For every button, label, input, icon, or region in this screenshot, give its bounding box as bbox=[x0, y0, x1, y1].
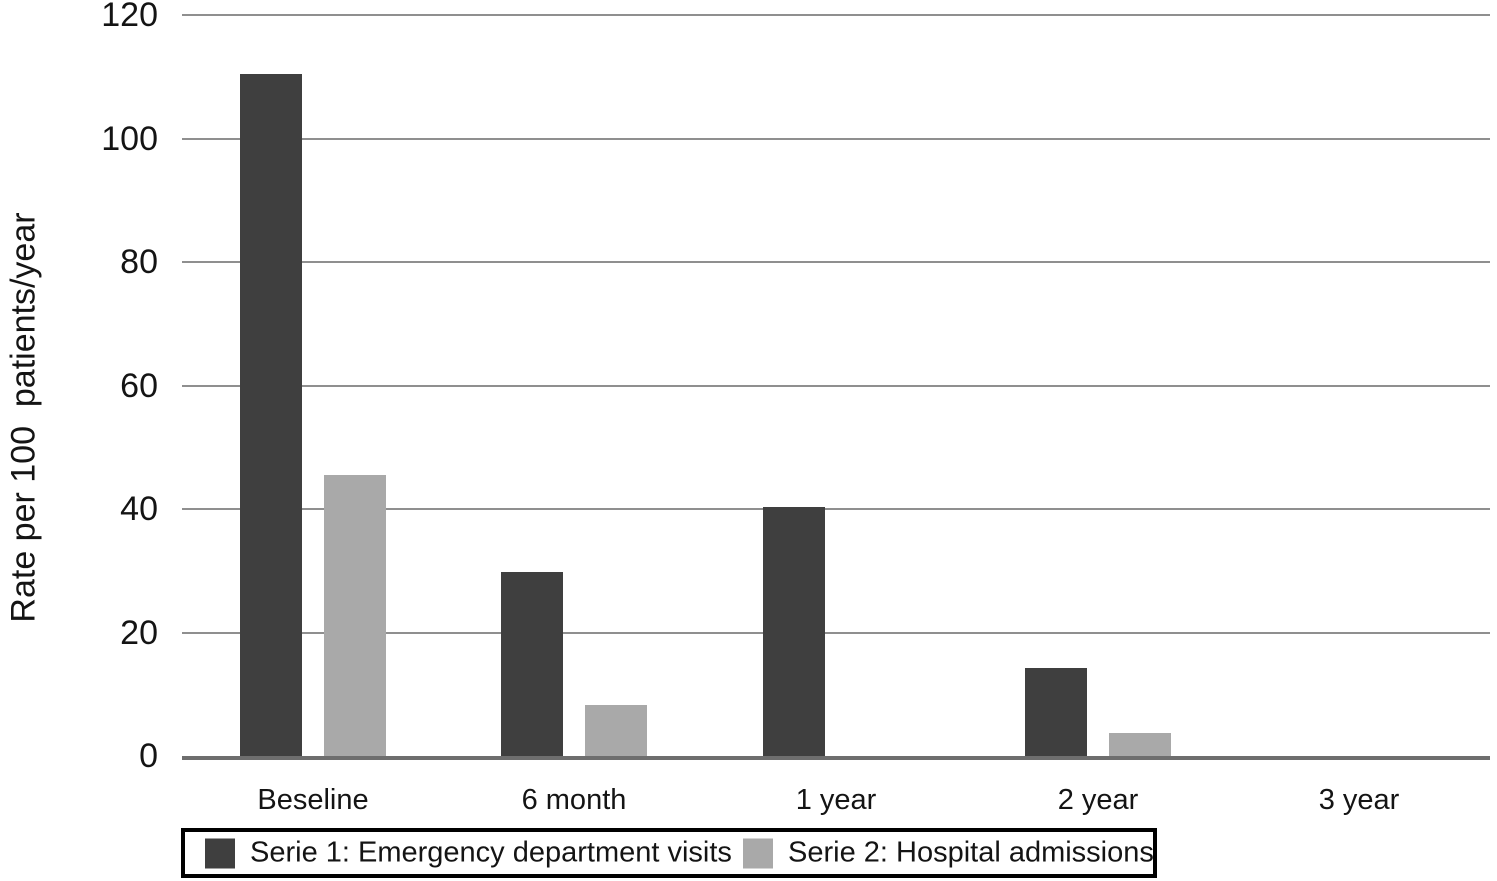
gridline-y100 bbox=[182, 137, 1490, 140]
serie1-swatch-icon bbox=[205, 838, 235, 868]
gridline-y80 bbox=[182, 261, 1490, 263]
x-category-label-3-year: 3 year bbox=[1318, 784, 1400, 816]
legend-item-serie2: Serie 2: Hospital admissions bbox=[743, 837, 1154, 870]
legend: Serie 1: Emergency department visits Ser… bbox=[181, 828, 1157, 878]
bar-serie1-1-year bbox=[763, 507, 825, 756]
x-axis-line bbox=[182, 756, 1490, 760]
legend-label-serie2: Serie 2: Hospital admissions bbox=[788, 836, 1154, 869]
serie2-swatch-icon bbox=[743, 838, 773, 868]
y-tick-label-80: 80 bbox=[120, 243, 158, 281]
bar-serie2-6-month bbox=[585, 705, 647, 756]
y-tick-label-0: 0 bbox=[139, 737, 158, 775]
bar-serie2-beseline bbox=[324, 475, 386, 756]
x-category-label-6-month: 6 month bbox=[521, 784, 627, 816]
gridline-y60 bbox=[182, 384, 1490, 387]
gridline-y120 bbox=[182, 14, 1490, 16]
bar-serie1-6-month bbox=[501, 572, 563, 756]
y-tick-label-40: 40 bbox=[120, 490, 158, 528]
bar-serie1-beseline bbox=[240, 74, 302, 756]
x-category-label-beseline: Beseline bbox=[257, 784, 369, 816]
y-tick-label-100: 100 bbox=[101, 119, 158, 158]
y-tick-label-20: 20 bbox=[120, 613, 158, 652]
y-tick-label-120: 120 bbox=[101, 0, 158, 34]
x-category-label-2-year: 2 year bbox=[1057, 784, 1139, 816]
x-category-label-1-year: 1 year bbox=[795, 784, 877, 816]
plot-area bbox=[182, 14, 1490, 760]
y-tick-label-60: 60 bbox=[120, 366, 158, 405]
gridline-y20 bbox=[182, 631, 1490, 634]
legend-item-serie1: Serie 1: Emergency department visits bbox=[205, 837, 732, 870]
legend-label-serie1: Serie 1: Emergency department visits bbox=[250, 836, 732, 869]
bar-serie1-2-year bbox=[1025, 668, 1087, 756]
bar-serie2-2-year bbox=[1109, 733, 1171, 756]
gridline-y40 bbox=[182, 508, 1490, 510]
